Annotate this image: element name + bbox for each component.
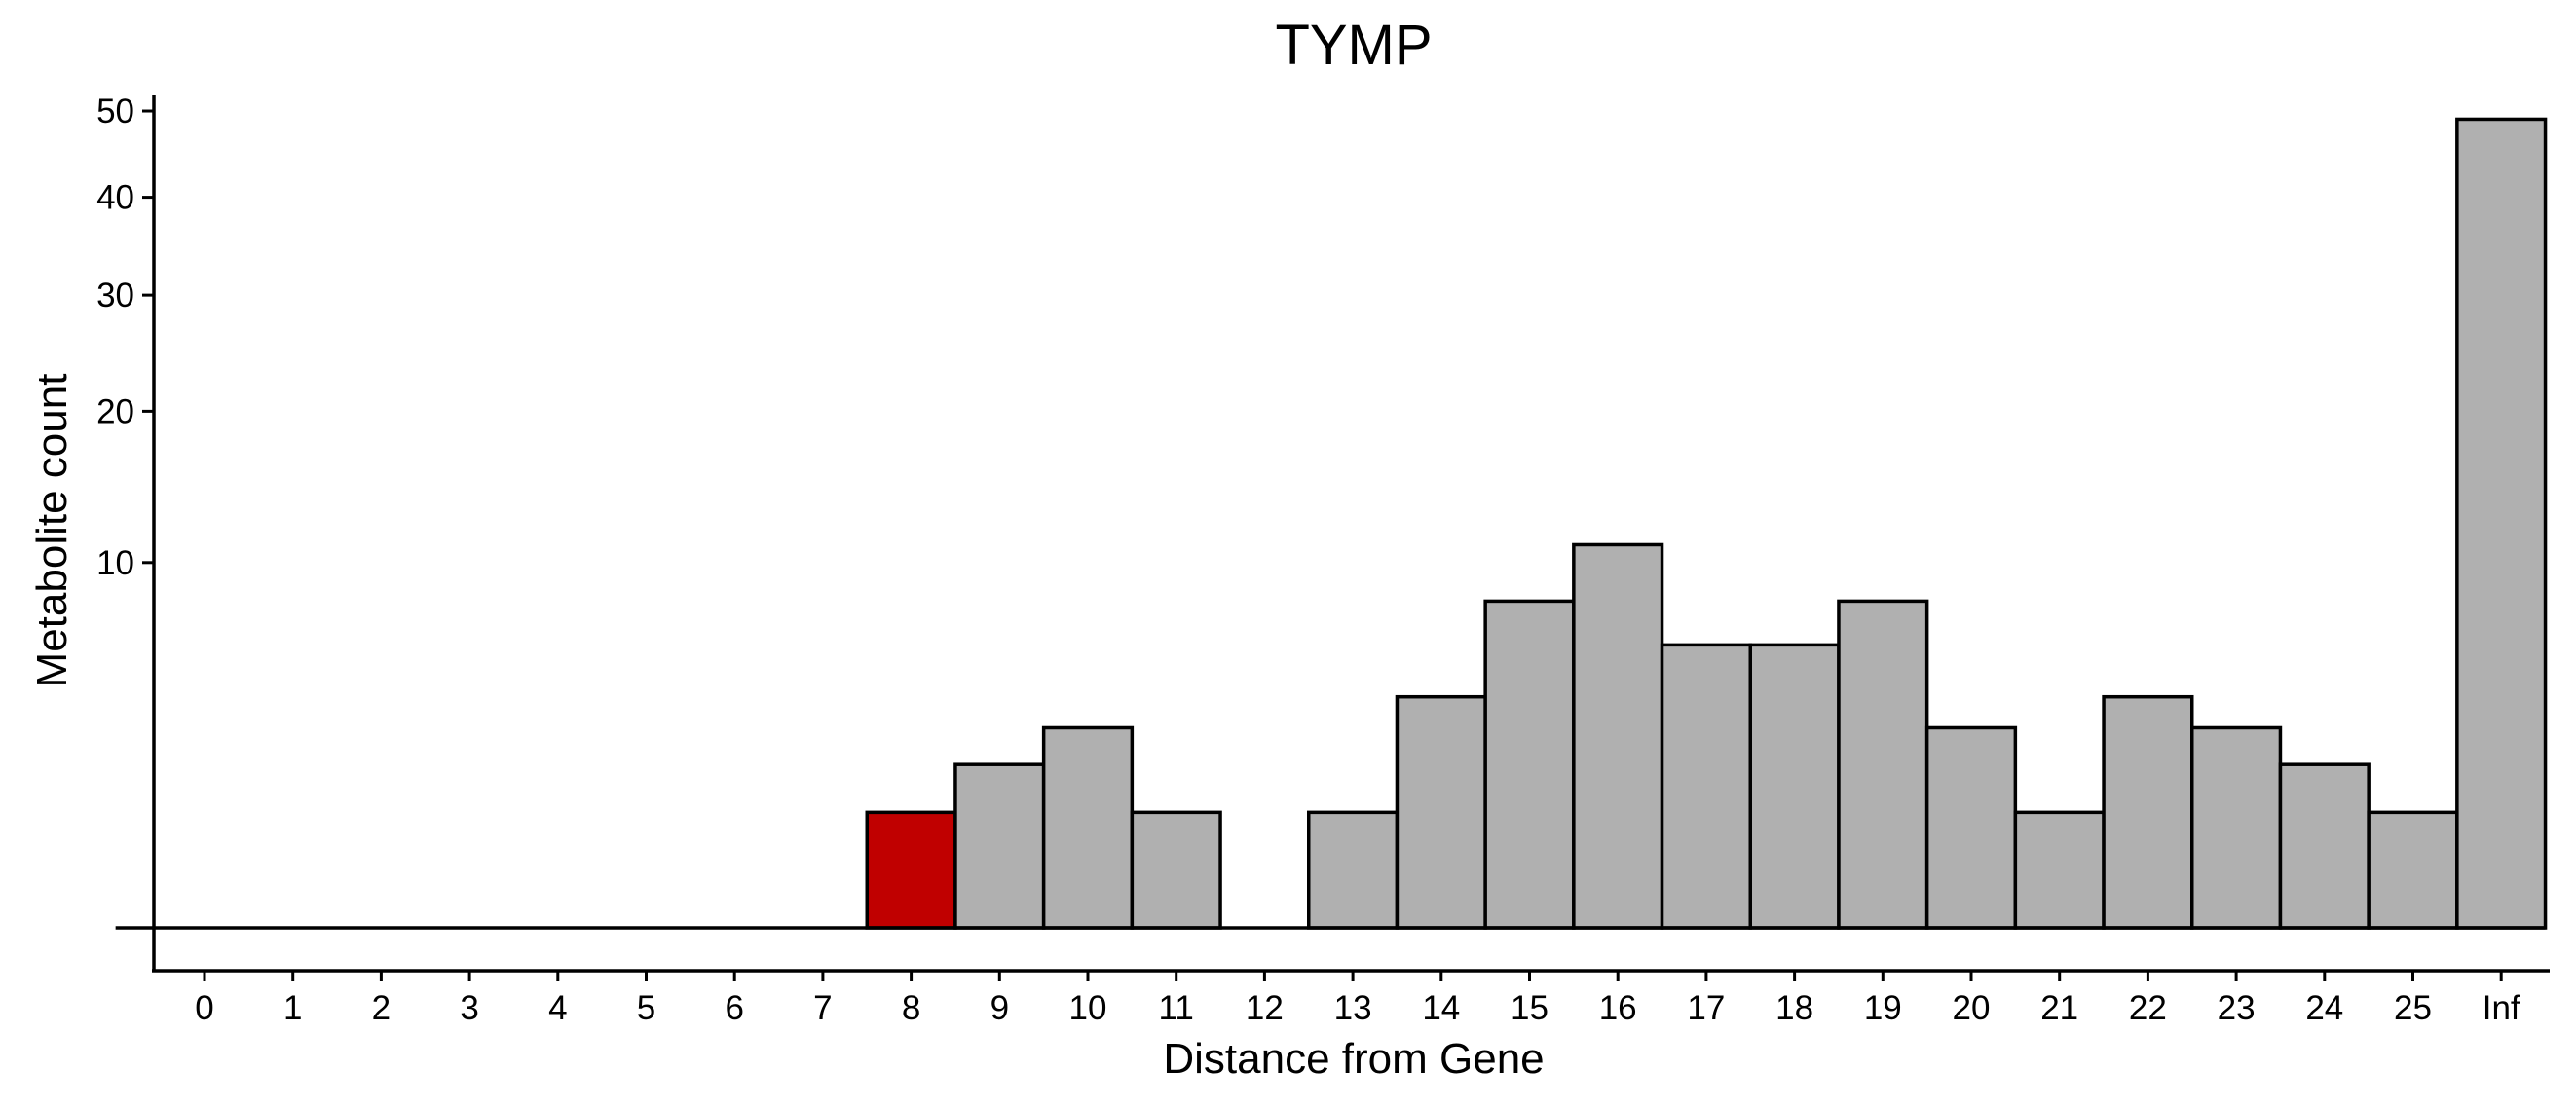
- x-tick-label: Inf: [2483, 989, 2520, 1027]
- x-tick-label: 9: [990, 989, 1009, 1027]
- y-tick-label: 50: [96, 92, 134, 130]
- bar-25: [2367, 810, 2459, 930]
- x-tick-label: 0: [195, 989, 213, 1027]
- bars-group: [115, 117, 2548, 930]
- bar-18: [1748, 643, 1841, 930]
- x-tick-label: 11: [1159, 989, 1194, 1027]
- y-ticks-group: 10 20 30 40 50: [96, 92, 154, 582]
- bar-19: [1837, 599, 1929, 930]
- x-tick-label: 7: [813, 989, 832, 1027]
- x-tick-label: 15: [1511, 989, 1549, 1027]
- y-tick-label: 30: [96, 277, 134, 314]
- x-tick-label: 19: [1864, 989, 1902, 1027]
- bar-16: [1572, 542, 1664, 930]
- x-tick-label: 2: [372, 989, 391, 1027]
- bar-22: [2102, 694, 2194, 930]
- x-tick-label: 17: [1687, 989, 1725, 1027]
- x-tick-label: 6: [725, 989, 743, 1027]
- bar-13: [1307, 810, 1400, 930]
- x-tick-label: 10: [1069, 989, 1107, 1027]
- x-tick-label: 3: [460, 989, 478, 1027]
- x-axis-label: Distance from Gene: [1163, 1035, 1544, 1083]
- x-tick-label: 1: [283, 989, 302, 1027]
- bar-8: [865, 810, 957, 930]
- bar-15: [1483, 599, 1576, 930]
- bar-Inf: [2455, 117, 2548, 930]
- x-tick-label: 5: [637, 989, 655, 1027]
- x-tick-label: 16: [1599, 989, 1637, 1027]
- x-tick-label: 20: [1953, 989, 1991, 1027]
- y-tick-label: 20: [96, 392, 134, 430]
- bar-10: [1041, 725, 1135, 930]
- x-tick-label: 24: [2305, 989, 2343, 1027]
- x-tick-label: 12: [1246, 989, 1284, 1027]
- x-tick-label: 21: [2040, 989, 2078, 1027]
- chart-title: TYMP: [1275, 14, 1432, 77]
- x-tick-label: 23: [2218, 989, 2256, 1027]
- x-ticks-group: 0 1 2 3 4 5 6 7 8 9 10 11 12 13 14 15 16 17 18 19 20 21 22 23 24…: [195, 971, 2520, 1027]
- x-tick-label: 14: [1422, 989, 1460, 1027]
- bar-23: [2190, 725, 2283, 930]
- bar-21: [2013, 810, 2106, 930]
- bar-20: [1924, 725, 2018, 930]
- x-tick-label: 13: [1334, 989, 1372, 1027]
- x-tick-label: 18: [1775, 989, 1813, 1027]
- bar-17: [1660, 643, 1753, 930]
- bar-11: [1130, 810, 1222, 930]
- x-tick-label: 8: [902, 989, 920, 1027]
- y-axis-label: Metabolite count: [28, 374, 76, 688]
- x-tick-label: 25: [2394, 989, 2432, 1027]
- bar-9: [953, 762, 1046, 930]
- bar-14: [1395, 694, 1487, 930]
- x-tick-label: 22: [2129, 989, 2167, 1027]
- bar-24: [2278, 762, 2371, 930]
- y-tick-label: 40: [96, 179, 134, 217]
- x-tick-label: 4: [548, 989, 567, 1027]
- y-tick-label: 10: [96, 544, 134, 582]
